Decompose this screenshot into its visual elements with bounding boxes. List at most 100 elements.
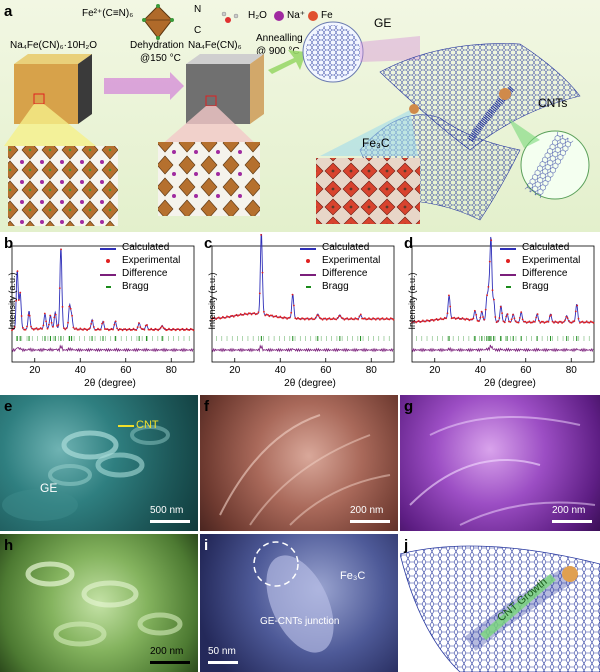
experimental-point xyxy=(272,316,275,318)
scale-bar xyxy=(350,520,390,523)
experimental-point xyxy=(518,317,521,319)
experimental-point xyxy=(302,317,305,320)
annealling-temp-label: @ 900 °C xyxy=(256,46,300,57)
experimental-point xyxy=(453,316,456,319)
experimental-point xyxy=(235,313,238,316)
legend-experimental: Experimental xyxy=(322,255,381,266)
experimental-point xyxy=(419,321,422,323)
experimental-point xyxy=(72,326,75,329)
sem-image-g: g 200 nm xyxy=(400,395,600,531)
experimental-point xyxy=(525,322,528,324)
experimental-point xyxy=(476,319,479,322)
experimental-point xyxy=(508,320,510,323)
experimental-point xyxy=(566,317,569,320)
experimental-point xyxy=(335,318,338,321)
experimental-point xyxy=(550,314,553,316)
experimental-point xyxy=(312,318,314,321)
experimental-point xyxy=(383,318,385,321)
experimental-point xyxy=(19,291,22,294)
experimental-point xyxy=(389,317,392,319)
experimental-point xyxy=(347,318,350,321)
experimental-point xyxy=(513,317,516,320)
experimental-point xyxy=(310,317,313,319)
experimental-point xyxy=(132,327,135,330)
experimental-point xyxy=(222,315,224,318)
x-tick-label: 20 xyxy=(29,365,41,376)
experimental-point xyxy=(35,327,38,330)
schematic-j: j CNT Growth xyxy=(400,534,600,672)
experimental-point xyxy=(261,271,264,274)
experimental-point xyxy=(317,314,320,317)
experimental-point xyxy=(273,315,276,318)
na-label: Na⁺ xyxy=(287,10,306,21)
experimental-point xyxy=(12,328,15,330)
y-axis-label: Intensity (a.u.) xyxy=(207,272,217,330)
experimental-point xyxy=(42,324,45,327)
chart-d: d 20 40 60 80 Calculated Experimental Diffe… xyxy=(400,232,600,392)
experimental-point xyxy=(101,322,103,325)
experimental-point xyxy=(457,316,460,319)
experimental-point xyxy=(573,320,576,322)
experimental-point xyxy=(102,321,105,323)
scale-bar-label: 200 nm xyxy=(350,505,384,516)
chart-c: c 20 40 60 80 Calculated Experimental Diffe… xyxy=(200,232,400,392)
experimental-point xyxy=(458,318,461,320)
experimental-point xyxy=(15,299,17,302)
experimental-point xyxy=(112,328,114,331)
experimental-point xyxy=(181,327,184,330)
experimental-point xyxy=(350,317,353,319)
dehydration-temp-label: @150 °C xyxy=(140,53,181,64)
experimental-point xyxy=(24,328,27,331)
experimental-point xyxy=(426,319,428,321)
experimental-point xyxy=(288,316,291,319)
experimental-point xyxy=(449,305,452,308)
experimental-point xyxy=(417,320,420,322)
experimental-point xyxy=(461,317,464,319)
experimental-point xyxy=(565,316,568,318)
fe3c-label: Fe₃C xyxy=(362,136,390,150)
experimental-point xyxy=(384,318,387,320)
chart-b: b 20 40 60 80 Calculated Experimental Diffe… xyxy=(0,232,200,392)
experimental-point xyxy=(482,316,484,318)
panel-label: d xyxy=(404,235,414,252)
chart-c-legend: Calculated Experimental Difference Bragg xyxy=(300,242,400,294)
experimental-point xyxy=(28,314,31,317)
experimental-point xyxy=(60,248,62,251)
experimental-point xyxy=(301,317,303,319)
experimental-point xyxy=(98,328,101,331)
experimental-point xyxy=(269,314,272,317)
experimental-point xyxy=(338,315,340,317)
experimental-point xyxy=(142,328,144,330)
experimental-point xyxy=(68,305,71,308)
panel-label: b xyxy=(4,235,14,252)
experimental-point xyxy=(478,320,480,323)
experimental-point xyxy=(516,321,518,324)
experimental-point xyxy=(220,317,223,319)
x-tick-label: 60 xyxy=(120,365,132,376)
experimental-point xyxy=(314,316,317,319)
experimental-point xyxy=(232,315,235,318)
experimental-point xyxy=(48,323,50,326)
experimental-point xyxy=(328,317,331,319)
experimental-point xyxy=(242,314,245,316)
experimental-point xyxy=(192,329,195,332)
experimental-point xyxy=(16,270,19,272)
experimental-point xyxy=(237,315,239,317)
experimental-point xyxy=(532,320,535,323)
experimental-point xyxy=(488,260,491,263)
experimental-point xyxy=(540,320,543,323)
experimental-point xyxy=(359,313,362,316)
experimental-point xyxy=(388,318,391,321)
experimental-point xyxy=(523,320,525,323)
experimental-point xyxy=(287,317,290,319)
experimental-point xyxy=(275,315,278,317)
fe-formula-label: Fe²⁺(C≡N)₆ xyxy=(82,8,134,19)
experimental-point xyxy=(75,327,78,330)
experimental-point xyxy=(498,317,501,319)
experimental-point xyxy=(20,315,23,317)
panel-label: j xyxy=(404,537,409,554)
sem-image-f: f 200 nm xyxy=(200,395,398,531)
experimental-point xyxy=(212,317,215,319)
experimental-point xyxy=(435,318,438,320)
experimental-point xyxy=(353,318,355,321)
